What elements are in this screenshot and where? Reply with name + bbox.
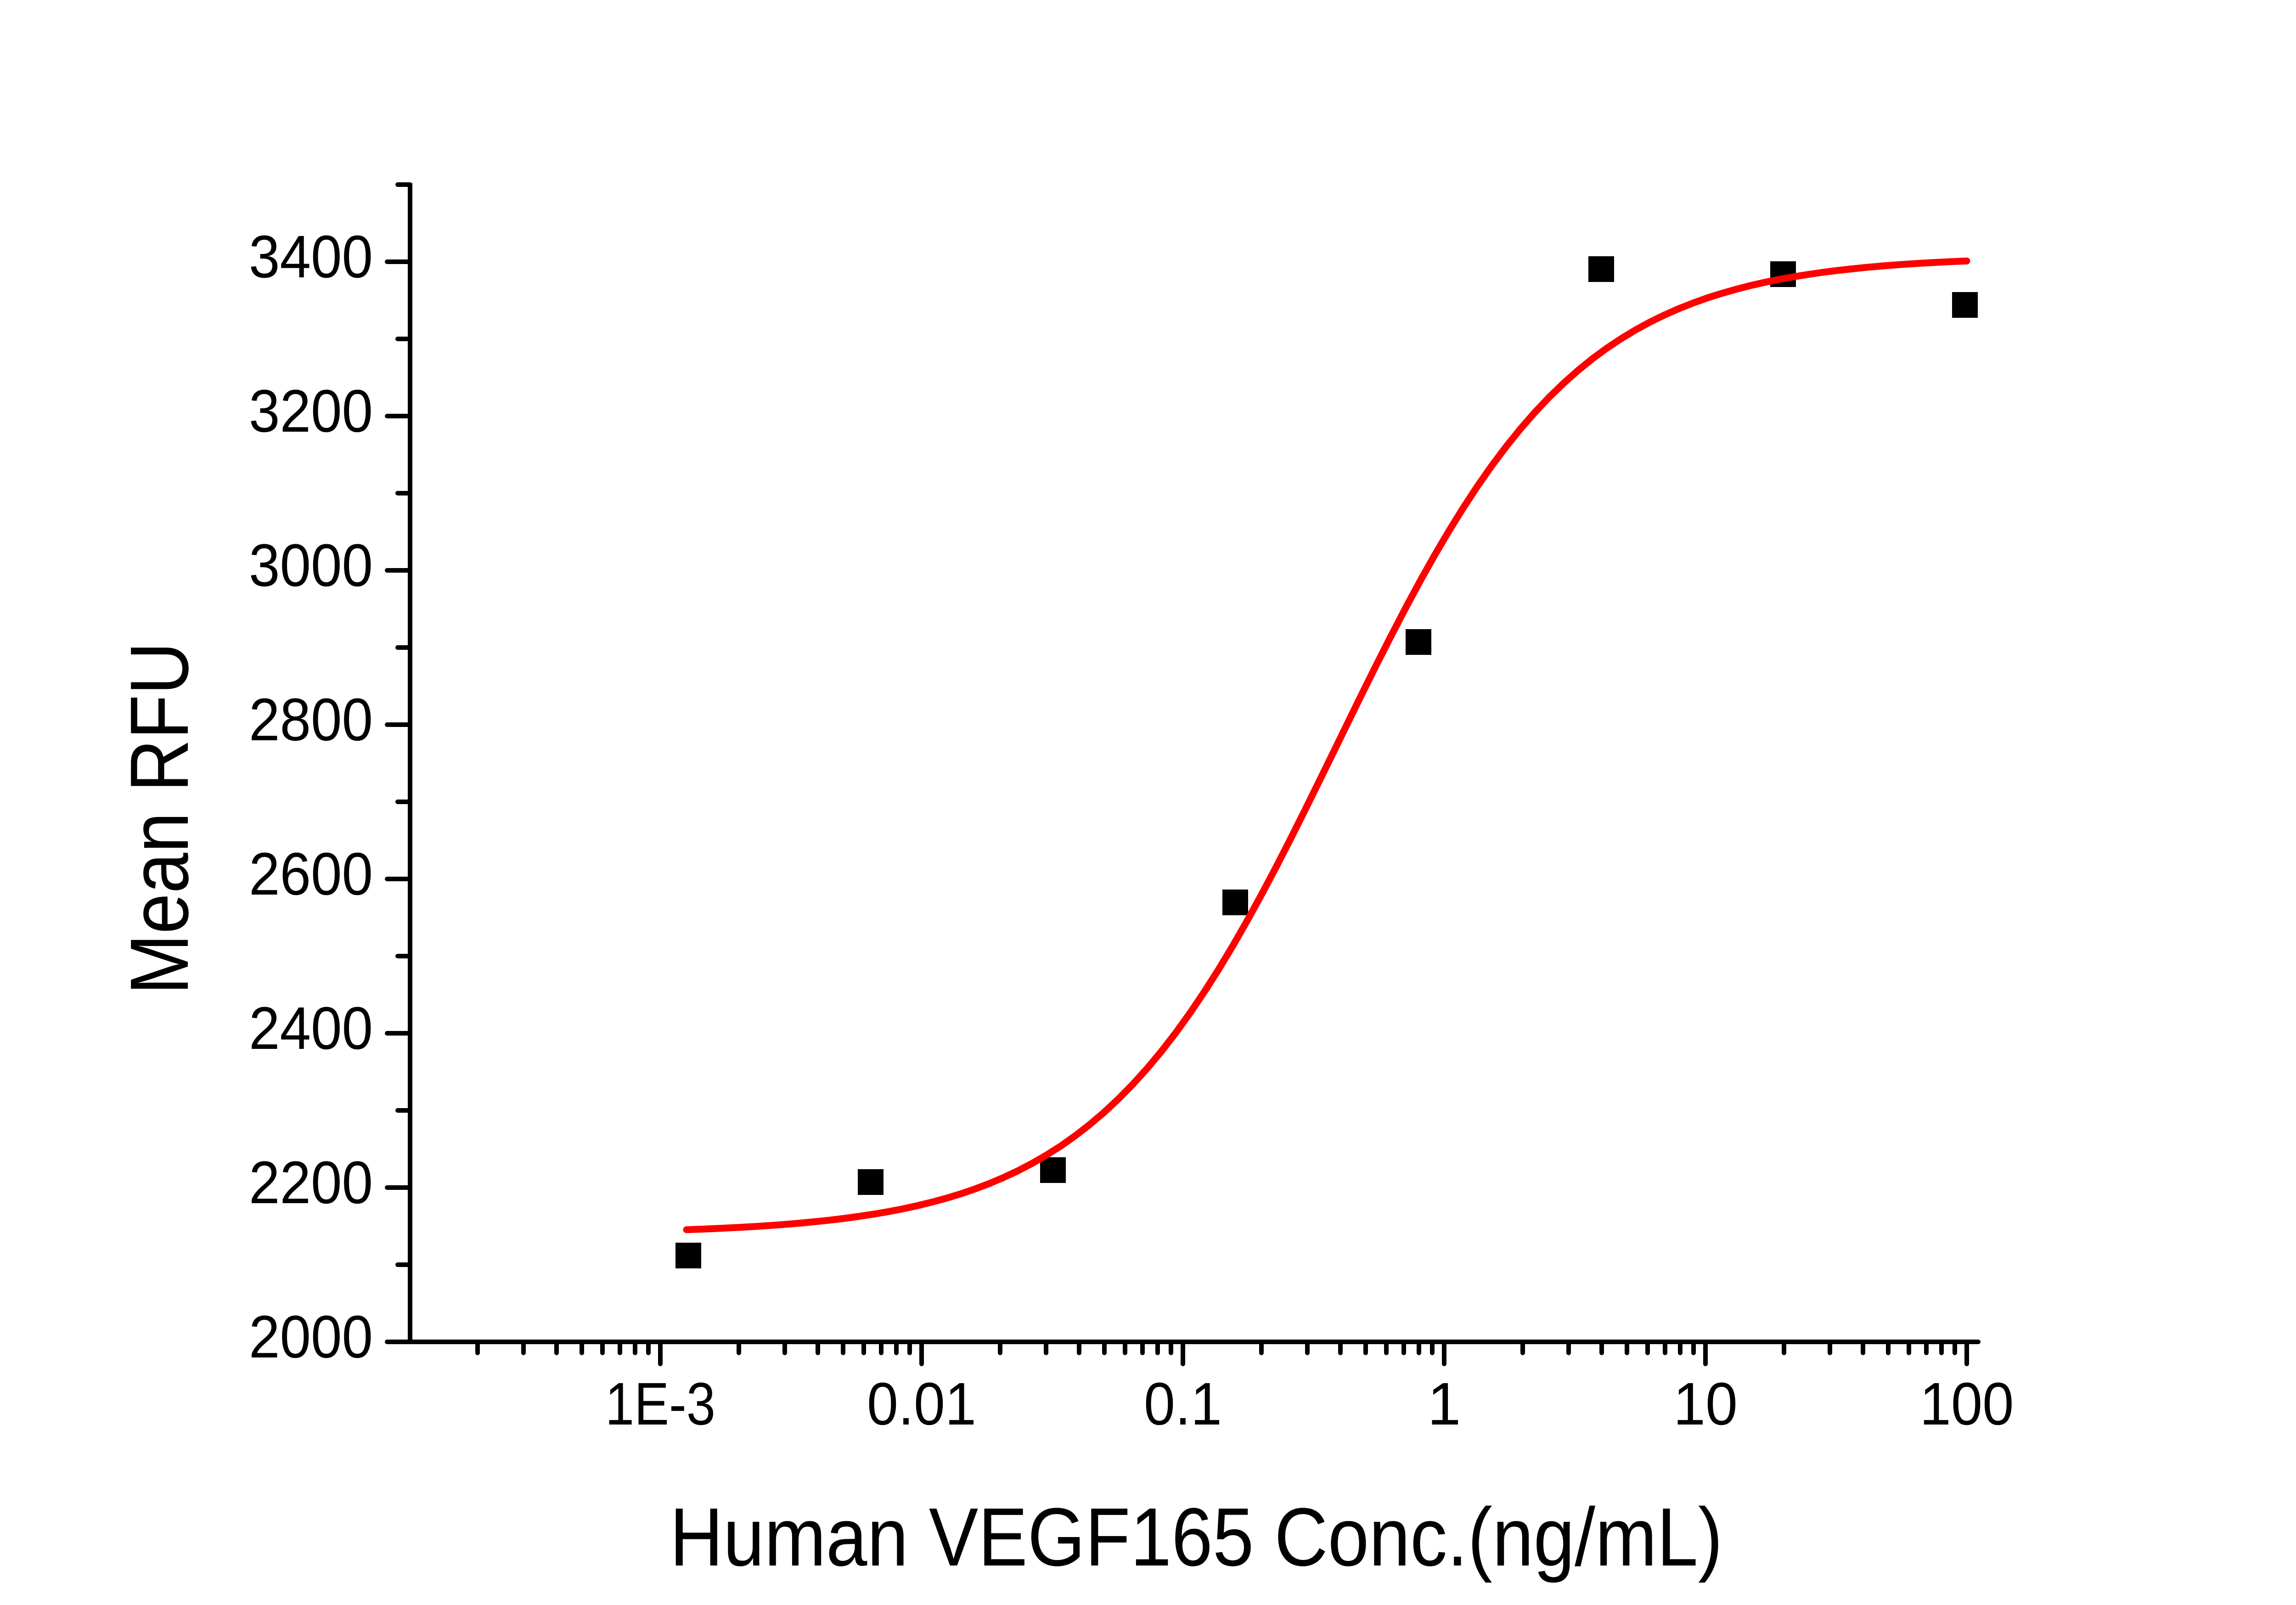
svg-text:3200: 3200	[249, 377, 373, 445]
svg-text:Mean RFU: Mean RFU	[113, 642, 206, 995]
svg-text:2800: 2800	[249, 686, 373, 753]
svg-text:3400: 3400	[249, 223, 373, 290]
svg-text:0.1: 0.1	[1144, 1370, 1222, 1437]
svg-text:0.01: 0.01	[867, 1370, 976, 1437]
svg-text:100: 100	[1920, 1370, 2014, 1437]
svg-text:2200: 2200	[249, 1149, 373, 1216]
svg-text:10: 10	[1673, 1370, 1738, 1437]
svg-text:2000: 2000	[249, 1303, 373, 1370]
svg-text:2400: 2400	[249, 994, 373, 1062]
svg-text:Human VEGF165 Conc.(ng/mL): Human VEGF165 Conc.(ng/mL)	[670, 1491, 1723, 1583]
svg-text:1: 1	[1428, 1370, 1461, 1437]
svg-text:1E-3: 1E-3	[605, 1370, 715, 1437]
svg-text:2600: 2600	[249, 840, 373, 907]
svg-text:3000: 3000	[249, 531, 373, 599]
